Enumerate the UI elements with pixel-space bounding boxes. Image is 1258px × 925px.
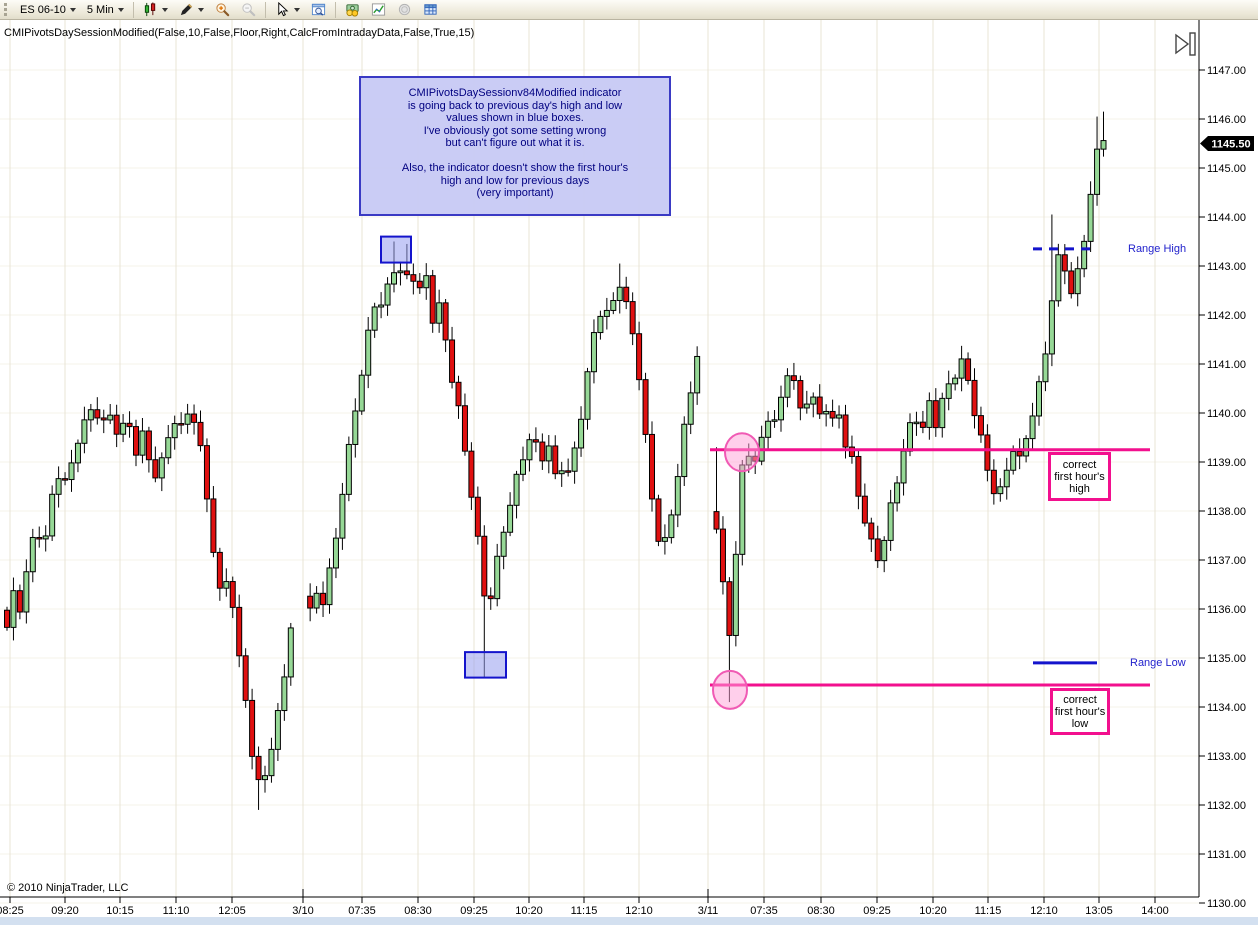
annotation-line: I've obviously got some setting wrong [423, 124, 607, 137]
zoom-in-button[interactable] [210, 0, 235, 20]
annotation-line: high and low for previous days [440, 174, 590, 187]
annotation-line [361, 150, 669, 163]
toolbar-grip-handle[interactable] [4, 3, 10, 16]
data-grid-button[interactable] [418, 0, 443, 20]
zoom-in-icon [216, 3, 230, 17]
svg-text:11:10: 11:10 [163, 905, 190, 917]
svg-text:1133.00: 1133.00 [1207, 751, 1246, 763]
svg-text:12:05: 12:05 [218, 905, 246, 917]
svg-text:1139.00: 1139.00 [1207, 457, 1246, 469]
svg-text:10:20: 10:20 [919, 905, 947, 917]
svg-text:1142.00: 1142.00 [1207, 310, 1246, 322]
svg-text:1138.00: 1138.00 [1207, 506, 1246, 518]
copyright-notice: © 2010 NinjaTrader, LLC [7, 882, 129, 894]
svg-text:08:30: 08:30 [807, 905, 835, 917]
svg-text:07:35: 07:35 [750, 905, 778, 917]
annotation-line: CMIPivotsDaySessionv84Modified indicator [408, 87, 622, 99]
main-toolbar: ES 06-10 5 Min [0, 0, 1258, 20]
svg-text:1143.00: 1143.00 [1207, 261, 1246, 273]
data-grid-icon [424, 4, 437, 15]
annotation-line: (very important) [476, 187, 554, 199]
svg-text:1146.00: 1146.00 [1207, 114, 1246, 126]
chart-analyzer-icon [371, 3, 385, 16]
svg-text:1147.00: 1147.00 [1207, 65, 1246, 77]
drawing-tools-button[interactable] [174, 0, 209, 20]
svg-text:13:05: 13:05 [1085, 905, 1113, 917]
toolbar-separator [132, 1, 134, 18]
svg-text:12:10: 12:10 [1030, 905, 1058, 917]
svg-text:10:20: 10:20 [515, 905, 543, 917]
svg-text:1145.50: 1145.50 [1211, 139, 1250, 151]
annotation-line: but can't figure out what it is. [445, 137, 585, 149]
svg-text:1134.00: 1134.00 [1207, 702, 1246, 714]
coin-disabled-icon [398, 3, 410, 16]
svg-text:07:35: 07:35 [348, 905, 376, 917]
chart-window-icon [311, 3, 325, 16]
account-money-icon [346, 4, 359, 17]
dropdown-arrow-icon [293, 7, 300, 12]
chart-style-candlestick-icon [144, 2, 155, 17]
annotation-line: Also, the indicator doesn't show the fir… [401, 162, 629, 174]
chart-analyzer-button[interactable] [366, 0, 391, 20]
indicator-parameters-label: CMIPivotsDaySessionModified(False,10,Fal… [4, 27, 475, 39]
interval-label: 5 Min [86, 3, 114, 16]
zoom-out-button[interactable] [236, 0, 261, 20]
svg-text:1130.00: 1130.00 [1207, 898, 1246, 910]
svg-text:1144.00: 1144.00 [1207, 212, 1246, 224]
svg-text:14:00: 14:00 [1141, 905, 1169, 917]
cursor-pointer-icon [278, 2, 289, 17]
toolbar-separator [264, 1, 266, 18]
go-to-end-icon[interactable] [1175, 32, 1196, 56]
svg-text:1135.00: 1135.00 [1207, 653, 1246, 665]
svg-text:08:25: 08:25 [0, 905, 24, 917]
svg-text:1137.00: 1137.00 [1207, 555, 1246, 567]
zoom-out-icon [242, 3, 256, 17]
toolbar-separator [334, 1, 336, 18]
window-bottom-edge [0, 917, 1258, 925]
chart-window-button[interactable] [306, 0, 331, 20]
interval-selector[interactable]: 5 Min [82, 0, 129, 20]
annotation-line: values shown in blue boxes. [446, 112, 584, 124]
drawing-tools-pen-icon [180, 3, 192, 16]
svg-text:11:15: 11:15 [571, 905, 598, 917]
dropdown-arrow-icon [161, 7, 168, 12]
svg-text:1140.00: 1140.00 [1207, 408, 1246, 420]
svg-text:1136.00: 1136.00 [1207, 604, 1246, 616]
svg-text:1132.00: 1132.00 [1207, 800, 1246, 812]
svg-text:10:15: 10:15 [106, 905, 134, 917]
instrument-label: ES 06-10 [20, 3, 66, 16]
first-hour-high-callout[interactable]: correct first hour's high [1048, 452, 1111, 501]
svg-text:11:15: 11:15 [975, 905, 1002, 917]
svg-text:09:20: 09:20 [51, 905, 79, 917]
range-low-label: Range Low [1130, 657, 1186, 669]
first-hour-low-callout[interactable]: correct first hour's low [1050, 688, 1110, 735]
chart-style-button[interactable] [138, 0, 173, 20]
dropdown-arrow-icon [197, 7, 204, 12]
svg-text:1131.00: 1131.00 [1207, 849, 1246, 861]
svg-text:3/10: 3/10 [292, 905, 313, 917]
svg-text:1141.00: 1141.00 [1207, 359, 1246, 371]
svg-text:09:25: 09:25 [863, 905, 891, 917]
annotation-note[interactable]: CMIPivotsDaySessionv84Modified indicator… [359, 76, 671, 216]
svg-text:3/11: 3/11 [698, 905, 719, 917]
range-high-label: Range High [1128, 243, 1187, 255]
cursor-tool-button[interactable] [270, 0, 305, 20]
instrument-selector[interactable]: ES 06-10 [15, 0, 81, 20]
svg-text:12:10: 12:10 [625, 905, 653, 917]
dropdown-arrow-icon [117, 7, 124, 12]
coin-disabled-button[interactable] [392, 0, 417, 20]
svg-text:08:30: 08:30 [404, 905, 432, 917]
svg-text:09:25: 09:25 [460, 905, 488, 917]
svg-text:1145.00: 1145.00 [1207, 163, 1246, 175]
account-button[interactable] [340, 0, 365, 20]
dropdown-arrow-icon [69, 7, 76, 12]
annotation-line: is going back to previous day's high and… [407, 99, 623, 112]
